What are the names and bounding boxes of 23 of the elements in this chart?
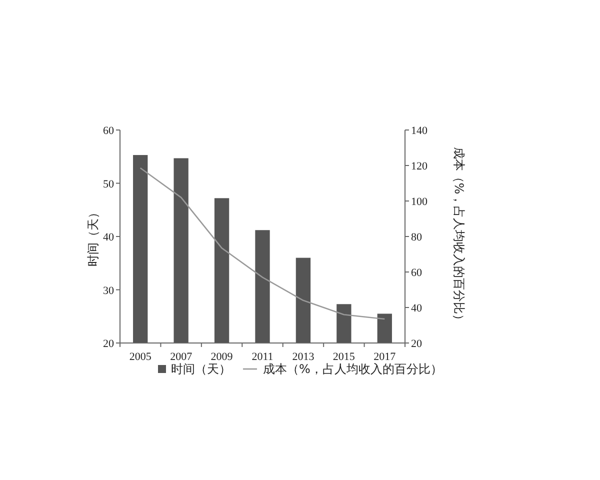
y2-tick-label: 140 [411,125,428,137]
y2-tick-label: 40 [411,302,422,314]
x-tick-label: 2005 [129,351,152,363]
y2-tick-label: 100 [411,196,428,208]
y2-tick-label: 60 [411,267,422,279]
x-tick-label: 2017 [374,351,396,363]
y-tick-label: 20 [103,338,114,350]
x-tick-label: 2009 [210,351,234,363]
y-tick-label: 60 [103,125,114,137]
y2-tick-label: 20 [411,338,422,350]
y-axis-title: 时间（天） [86,206,100,266]
y-tick-label: 30 [103,284,114,297]
x-tick-label: 2007 [170,351,193,363]
y2-axis-title: 成本（%，占人均收入的百分比） [452,146,466,326]
y2-tick-label: 80 [411,232,422,244]
x-tick-label: 2011 [252,351,274,363]
legend-label: 时间（天） [171,362,231,376]
x-tick-label: 2013 [292,351,315,363]
y2-tick-label: 120 [411,160,428,172]
y-tick-label: 40 [103,232,114,244]
x-tick-label: 2015 [332,351,356,363]
legend-label: 成本（%，占人均收入的百分比） [263,362,442,376]
y-tick-label: 50 [103,178,114,190]
